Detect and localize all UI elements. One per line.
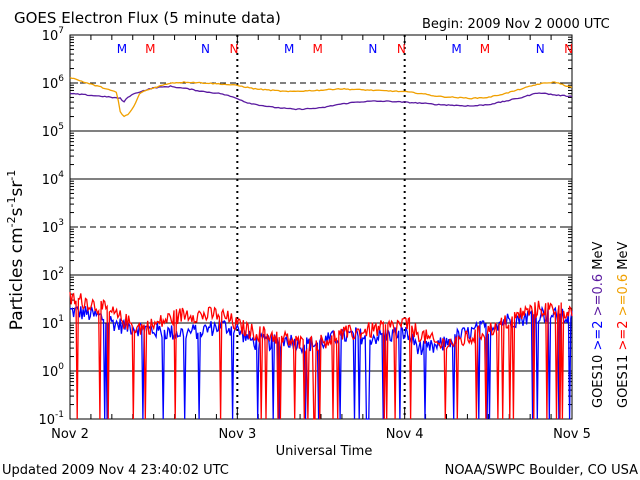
marker-n: N — [564, 42, 573, 56]
x-tick-label: Nov 2 — [51, 427, 89, 442]
y-label-mid2: sr — [7, 181, 27, 197]
y-tick-label: 101 — [42, 314, 64, 332]
marker-m: M — [145, 42, 155, 56]
y-tick-label: 107 — [42, 26, 64, 44]
legend-entry: GOES11 >=2 >=0.6 MeV — [616, 242, 631, 408]
series-line — [69, 85, 573, 111]
x-tick-label: Nov 4 — [386, 427, 424, 442]
right-legend: GOES10 >=2 >=0.6 MeV GOES11 >=2 >=0.6 MeV — [591, 242, 631, 408]
y-label-mid1: s — [7, 207, 27, 216]
y-tick-label: 106 — [42, 74, 65, 92]
marker-m: M — [284, 42, 294, 56]
y-tick-label: 10-1 — [38, 410, 64, 428]
x-axis-label: Universal Time — [276, 444, 373, 459]
series-line — [69, 291, 573, 420]
x-tick-label: Nov 5 — [553, 427, 591, 442]
marker-m: M — [117, 42, 127, 56]
y-label-sup2: -1 — [5, 197, 18, 208]
marker-m: M — [480, 42, 490, 56]
credit-label: NOAA/SWPC Boulder, CO USA — [445, 463, 638, 478]
marker-n: N — [229, 42, 238, 56]
marker-n: N — [397, 42, 406, 56]
y-tick-label: 100 — [42, 362, 65, 380]
y-tick-label: 105 — [42, 122, 64, 140]
marker-m: M — [312, 42, 322, 56]
y-axis-label: Particles cm-2s-1sr-1 — [5, 170, 27, 331]
marker-n: N — [536, 42, 545, 56]
y-label-main: Particles cm — [7, 227, 27, 330]
begin-label: Begin: 2009 Nov 2 0000 UTC — [422, 17, 610, 32]
marker-n: N — [368, 42, 377, 56]
series-layer — [69, 76, 573, 420]
marker-m: M — [451, 42, 461, 56]
y-label-sup3: -1 — [5, 170, 18, 181]
legend-entry: GOES10 >=2 >=0.6 MeV — [591, 242, 606, 408]
y-tick-label: 103 — [42, 218, 64, 236]
y-tick-label: 104 — [42, 170, 65, 188]
x-tick-label: Nov 3 — [218, 427, 256, 442]
updated-timestamp: Updated 2009 Nov 4 23:40:02 UTC — [2, 463, 229, 478]
series-line — [69, 76, 573, 118]
y-tick-label: 102 — [42, 266, 64, 284]
marker-n: N — [201, 42, 210, 56]
y-label-sup1: -2 — [5, 216, 18, 227]
chart-title: GOES Electron Flux (5 minute data) — [14, 9, 281, 27]
